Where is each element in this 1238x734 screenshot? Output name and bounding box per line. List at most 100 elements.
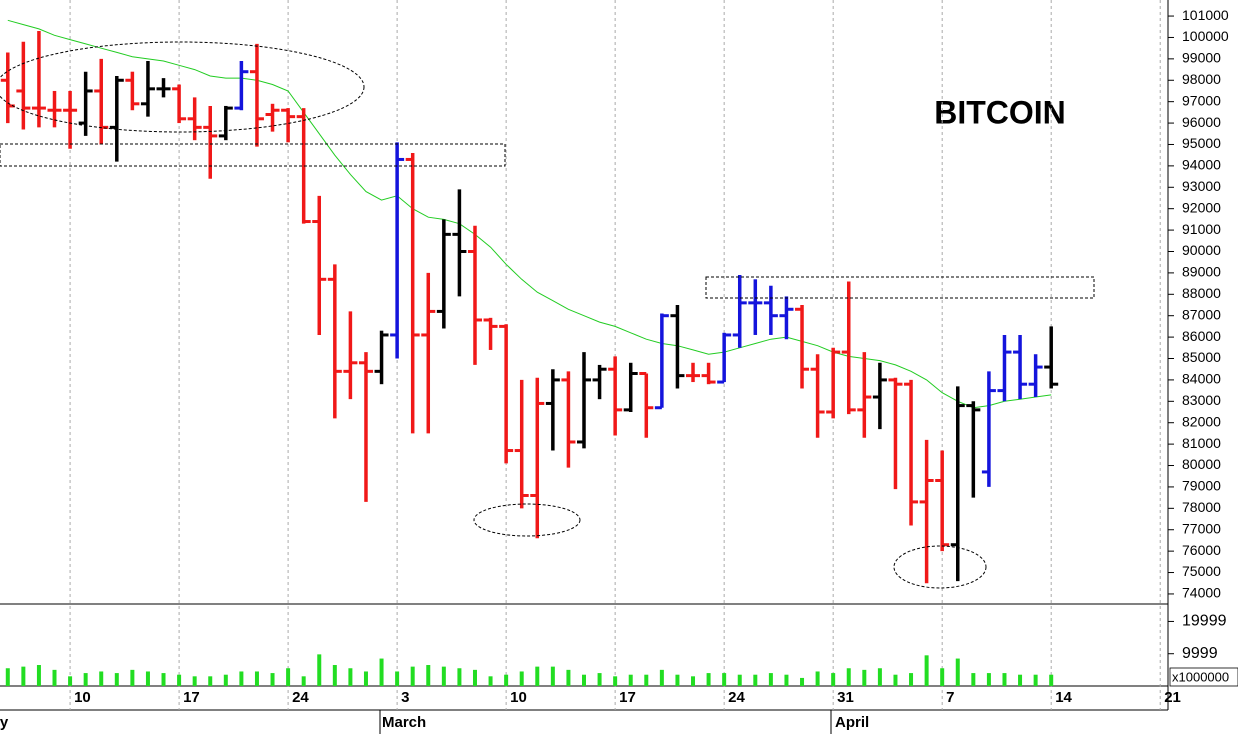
volume-bar [192, 676, 197, 686]
y-tick-label: 96000 [1182, 114, 1221, 130]
volume-bar [52, 669, 57, 686]
volume-bar [441, 666, 446, 686]
volume-bar [691, 676, 696, 686]
y-tick-label: 75000 [1182, 563, 1221, 579]
volume-bar [177, 674, 182, 686]
x-tick-label: 21 [1164, 689, 1181, 706]
volume-bar [846, 668, 851, 686]
y-tick-label: 94000 [1182, 157, 1221, 173]
y-tick-label: 88000 [1182, 285, 1221, 301]
y-tick-label: 98000 [1182, 71, 1221, 87]
y-tick-label: 95000 [1182, 135, 1221, 151]
volume-bar [1002, 673, 1007, 686]
volume-bar [348, 668, 353, 686]
y-tick-label: 80000 [1182, 456, 1221, 472]
y-tick-label: 90000 [1182, 242, 1221, 258]
volume-bar [504, 674, 509, 686]
x-tick-label: 10 [74, 689, 91, 706]
volume-bar [270, 673, 275, 686]
volume-bar [286, 668, 291, 686]
annotation-box [0, 143, 506, 167]
volume-bar [800, 677, 805, 686]
volume-bar [722, 673, 727, 686]
volume-bar [986, 673, 991, 686]
y-tick-label: 89000 [1182, 264, 1221, 280]
volume-bar [301, 676, 306, 686]
chart-title: BITCOIN [934, 94, 1066, 130]
x-tick-label: 7 [946, 689, 954, 706]
volume-bar [971, 673, 976, 686]
y-tick-label: 101000 [1182, 7, 1229, 23]
volume-bar [68, 676, 73, 686]
volume-bar [114, 673, 119, 686]
volume-y-tick-label: 9999 [1182, 645, 1218, 662]
volume-unit-label: x1000000 [1172, 669, 1229, 684]
volume-bar [1018, 674, 1023, 686]
volume-bar [644, 674, 649, 686]
volume-y-tick-label: 19999 [1182, 613, 1227, 630]
annotation-box [705, 276, 1095, 299]
y-tick-label: 100000 [1182, 28, 1229, 44]
y-tick-label: 77000 [1182, 520, 1221, 536]
moving-average-line [7, 19, 1052, 409]
unit-box [1169, 667, 1238, 687]
volume-bar [815, 671, 820, 686]
x-tick-label: 14 [1055, 689, 1072, 706]
volume-bar [535, 666, 540, 686]
volume-bar [877, 668, 882, 686]
volume-bar [613, 676, 618, 686]
volume-bar [659, 669, 664, 686]
y-tick-label: 85000 [1182, 349, 1221, 365]
x-tick-label: 24 [292, 689, 309, 706]
y-tick-label: 99000 [1182, 50, 1221, 66]
volume-bar [239, 671, 244, 686]
volume-bar [675, 674, 680, 686]
x-tick-label: 17 [619, 689, 636, 706]
volume-bar [472, 669, 477, 686]
x-tick-label: 10 [510, 689, 527, 706]
volume-bar [488, 676, 493, 686]
month-label: April [835, 714, 869, 731]
y-tick-label: 78000 [1182, 499, 1221, 515]
month-label: ry [0, 714, 9, 731]
annotation-ellipse [893, 545, 987, 589]
volume-bar [223, 674, 228, 686]
volume-bar [582, 674, 586, 686]
volume-bar [410, 666, 415, 686]
volume-bar [36, 665, 41, 686]
volume-bar [831, 673, 836, 686]
y-tick-label: 82000 [1182, 413, 1221, 429]
volume-bar [768, 673, 773, 686]
volume-bar [924, 655, 929, 686]
volume-bar [753, 674, 758, 686]
volume-bar [21, 666, 26, 686]
y-tick-label: 91000 [1182, 221, 1221, 237]
y-tick-label: 97000 [1182, 92, 1221, 108]
volume-bar [5, 668, 10, 686]
x-tick-label: 3 [401, 689, 409, 706]
y-tick-label: 76000 [1182, 542, 1221, 558]
volume-bar [161, 673, 166, 686]
volume-bar [426, 665, 431, 686]
volume-bar [332, 665, 337, 686]
y-tick-label: 93000 [1182, 178, 1221, 194]
x-tick-label: 31 [837, 689, 854, 706]
y-tick-label: 86000 [1182, 328, 1221, 344]
y-tick-label: 87000 [1182, 306, 1221, 322]
month-label: March [382, 714, 426, 731]
volume-bar [519, 671, 524, 686]
y-tick-label: 84000 [1182, 371, 1221, 387]
y-tick-label: 81000 [1182, 435, 1221, 451]
volume-bar [706, 673, 711, 686]
volume-bar [566, 669, 571, 686]
volume-bar [208, 676, 213, 686]
volume-bar [254, 671, 259, 686]
volume-bar [83, 673, 88, 686]
volume-bar [145, 671, 150, 686]
annotation-ellipse [0, 41, 365, 133]
volume-bar [862, 669, 867, 686]
y-tick-label: 79000 [1182, 478, 1221, 494]
volume-bar [395, 671, 400, 686]
